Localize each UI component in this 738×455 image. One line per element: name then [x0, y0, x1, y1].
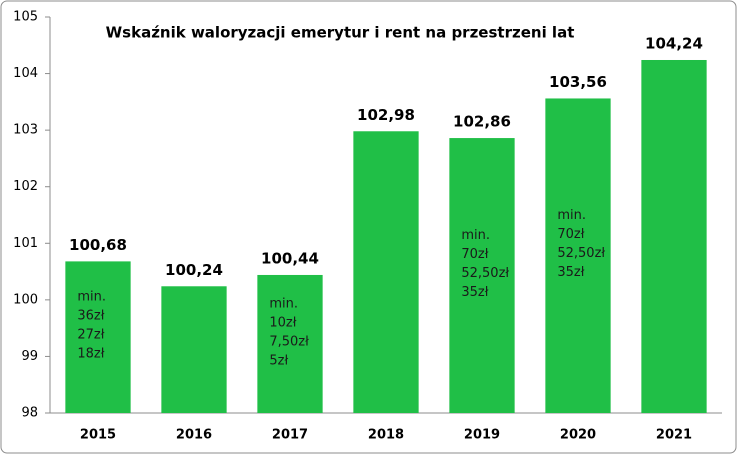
x-tick-label: 2021 [656, 428, 692, 443]
x-tick-label: 2017 [272, 428, 308, 443]
bar [449, 138, 515, 413]
x-tick-label: 2015 [80, 428, 116, 443]
bar-note: min. [557, 208, 586, 223]
bar-note: 70zł [461, 247, 488, 262]
chart-title: Wskaźnik waloryzacji emerytur i rent na … [106, 24, 575, 42]
y-tick-label: 102 [13, 179, 38, 194]
y-tick-label: 98 [21, 406, 38, 421]
bar [65, 261, 131, 413]
bar-note: 52,50zł [461, 266, 509, 281]
value-label: 102,98 [357, 106, 415, 124]
bar-note: 35zł [461, 285, 488, 300]
bar-note: 10zł [269, 315, 296, 330]
x-tick-label: 2019 [464, 428, 500, 443]
value-label: 100,24 [165, 261, 223, 279]
y-tick-label: 101 [13, 236, 38, 251]
bar-note: 52,50zł [557, 246, 605, 261]
value-label: 103,56 [549, 73, 607, 91]
bar [353, 131, 419, 413]
bar-note: min. [269, 296, 298, 311]
y-tick-label: 103 [13, 123, 38, 138]
y-tick-label: 100 [13, 292, 38, 307]
bar-note: 18zł [77, 347, 104, 362]
bar-note: 70zł [557, 227, 584, 242]
y-tick-label: 99 [21, 349, 38, 364]
bar-note: 5zł [269, 353, 288, 368]
bar-note: 7,50zł [269, 334, 309, 349]
bar-note: 27zł [77, 328, 104, 343]
y-tick-label: 105 [13, 10, 38, 25]
bar-note: 36zł [77, 309, 104, 324]
value-label: 100,44 [261, 249, 319, 267]
bar-note: min. [77, 290, 106, 305]
x-tick-label: 2020 [560, 428, 596, 443]
value-label: 100,68 [69, 236, 127, 254]
x-tick-label: 2016 [176, 428, 212, 443]
value-label: 102,86 [453, 113, 511, 131]
bar [641, 59, 707, 413]
bar-note: min. [461, 228, 490, 243]
bar [545, 98, 611, 413]
x-tick-label: 2018 [368, 428, 404, 443]
bar [257, 274, 323, 413]
bar-note: 35zł [557, 265, 584, 280]
bar [161, 286, 227, 413]
y-tick-label: 104 [13, 66, 38, 81]
value-label: 104,24 [645, 34, 703, 52]
